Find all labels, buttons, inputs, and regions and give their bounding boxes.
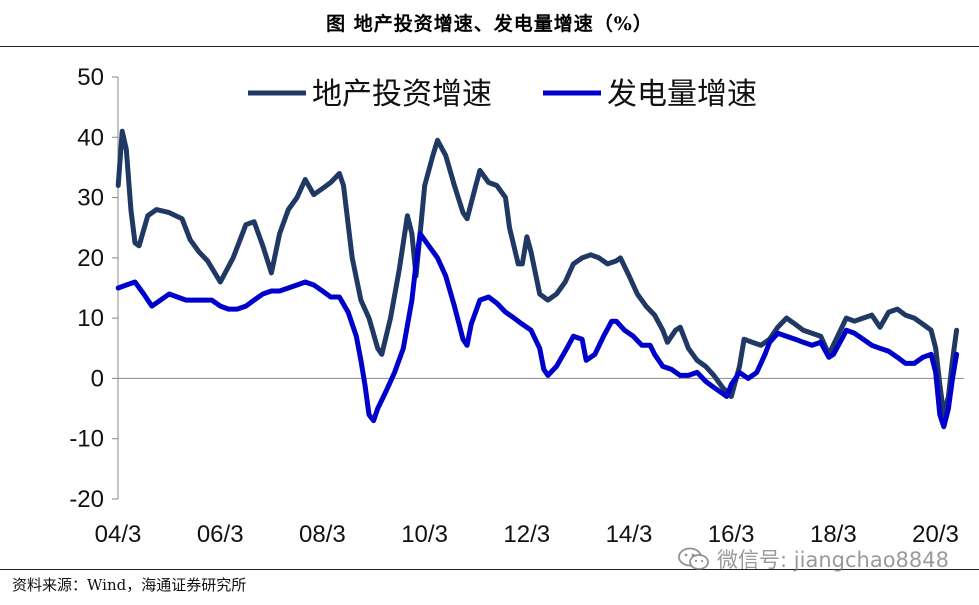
y-tick-label: -20 <box>69 486 104 513</box>
chart-legend: 地产投资增速 发电量增速 <box>248 77 757 112</box>
legend-label-1: 地产投资增速 <box>312 77 492 112</box>
x-tick-label: 20/3 <box>912 521 959 548</box>
line-chart: -20 -10 0 10 20 30 40 50 04/3 06/3 08/3 10/3 12/3 14/… <box>69 64 964 548</box>
chart-series-lines <box>115 128 960 430</box>
x-tick-label: 12/3 <box>503 521 550 548</box>
x-tick-label: 04/3 <box>95 521 142 548</box>
watermark-text: 微信号: jiangchao8848 <box>717 548 949 572</box>
bottom-rule <box>0 569 979 570</box>
x-tick-label: 14/3 <box>606 521 653 548</box>
x-tick-label: 10/3 <box>401 521 448 548</box>
series-line-2 <box>115 231 960 430</box>
y-tick-label: 0 <box>91 365 104 392</box>
y-tick-label: 20 <box>77 245 104 272</box>
top-rule <box>0 46 979 47</box>
watermark: 微信号: jiangchao8848 <box>677 544 949 574</box>
chart-axes: -20 -10 0 10 20 30 40 50 04/3 06/3 08/3 10/3 12/3 14/… <box>69 64 964 548</box>
y-tick-label: -10 <box>69 426 104 453</box>
chart-title: 图 地产投资增速、发电量增速（%） <box>326 12 653 35</box>
x-tick-label: 18/3 <box>810 521 857 548</box>
legend-label-2: 发电量增速 <box>607 77 757 112</box>
x-tick-label: 08/3 <box>299 521 346 548</box>
y-tick-label: 40 <box>77 124 104 151</box>
x-tick-label: 06/3 <box>197 521 244 548</box>
series-line-1 <box>115 128 960 418</box>
source-note: 资料来源：Wind，海通证券研究所 <box>12 576 247 594</box>
wechat-icon <box>678 547 709 570</box>
x-tick-label: 16/3 <box>708 521 755 548</box>
y-tick-label: 10 <box>77 305 104 332</box>
y-tick-label: 50 <box>77 64 104 91</box>
y-tick-label: 30 <box>77 185 104 212</box>
